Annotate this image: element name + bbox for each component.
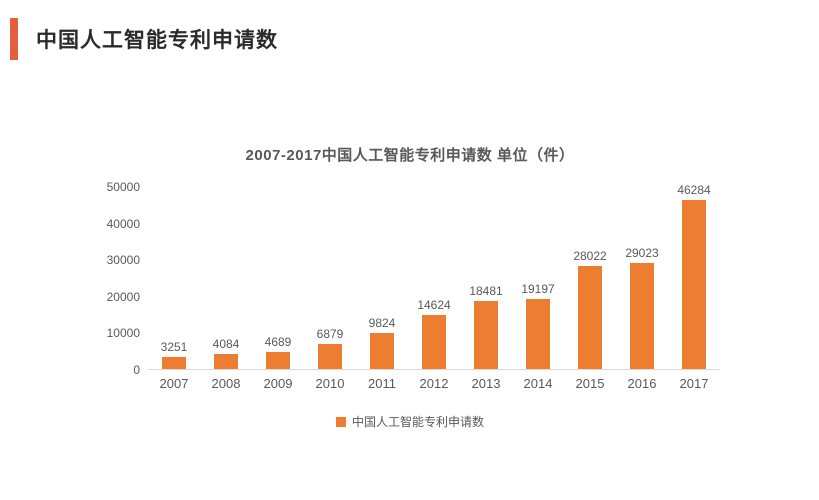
bar-column: 9824 [356,316,408,369]
y-axis: 0 10000 20000 30000 40000 50000 [100,180,148,377]
bar-value-label: 4689 [264,335,292,349]
x-tick-label: 2013 [471,376,501,391]
legend-swatch [335,416,346,427]
bar-value-label: 19197 [521,282,555,296]
y-tick-label: 20000 [106,289,140,304]
header-accent-bar [10,18,18,60]
bar-value-label: 3251 [160,340,188,354]
x-tick-label: 2010 [315,376,345,391]
y-tick-label: 30000 [106,253,140,268]
bar-column: 3251 [148,340,200,369]
x-tick-label: 2011 [368,376,396,391]
bar [682,200,706,369]
legend: 中国人工智能专利申请数 [100,413,720,430]
bar [578,266,602,369]
x-tick-label: 2015 [575,376,605,391]
y-tick-label: 10000 [106,326,140,341]
bar-column: 14624 [408,298,460,369]
bar [474,301,498,369]
page-header: 中国人工智能专利申请数 [0,0,819,62]
bar-value-label: 28022 [573,249,607,263]
bar-column: 19197 [512,282,564,369]
bar-value-label: 4084 [212,337,240,351]
plot-column: 3251 4084 4689 6879 9824 14624 18481 19197 28022… [148,183,720,391]
bar [422,315,446,369]
bar-column: 46284 [668,183,720,369]
bar [370,333,394,369]
page-title: 中国人工智能专利申请数 [36,29,278,52]
plot-area: 3251 4084 4689 6879 9824 14624 18481 19197 28022… [148,183,720,370]
bar-value-label: 29023 [625,246,659,260]
x-tick-label: 2008 [211,376,241,391]
bar-chart: 2007-2017中国人工智能专利申请数 单位（件） 0 10000 20000 30… [100,144,720,430]
y-tick-label: 0 [133,363,140,377]
bar-value-label: 9824 [368,316,396,330]
x-tick-label: 2016 [627,376,657,391]
bar-column: 4084 [200,337,252,369]
bar-value-label: 14624 [417,298,451,312]
x-tick-label: 2017 [679,376,709,391]
bar [630,263,654,369]
bar [266,352,290,369]
bar-value-label: 6879 [316,327,344,341]
bar [214,354,238,369]
x-tick-label: 2014 [523,376,553,391]
y-tick-label: 50000 [106,180,140,194]
x-axis: 2007 2008 2009 2010 2011 2012 2013 2014 2015 2016… [148,376,720,391]
bar-column: 6879 [304,327,356,369]
bar [526,299,550,369]
bar-value-label: 18481 [469,284,503,298]
bar [318,344,342,369]
x-tick-label: 2009 [263,376,293,391]
bar-column: 4689 [252,335,304,369]
legend-label: 中国人工智能专利申请数 [351,415,484,429]
bar-value-label: 46284 [677,183,711,197]
bar-column: 18481 [460,284,512,369]
bar [162,357,186,369]
chart-title: 2007-2017中国人工智能专利申请数 单位（件） [245,147,575,164]
x-tick-label: 2007 [159,376,189,391]
plot-wrap: 0 10000 20000 30000 40000 50000 3251 4084 4689 6… [100,180,720,391]
bar-column: 29023 [616,246,668,369]
x-tick-label: 2012 [419,376,449,391]
bar-column: 28022 [564,249,616,369]
y-tick-label: 40000 [106,216,140,231]
